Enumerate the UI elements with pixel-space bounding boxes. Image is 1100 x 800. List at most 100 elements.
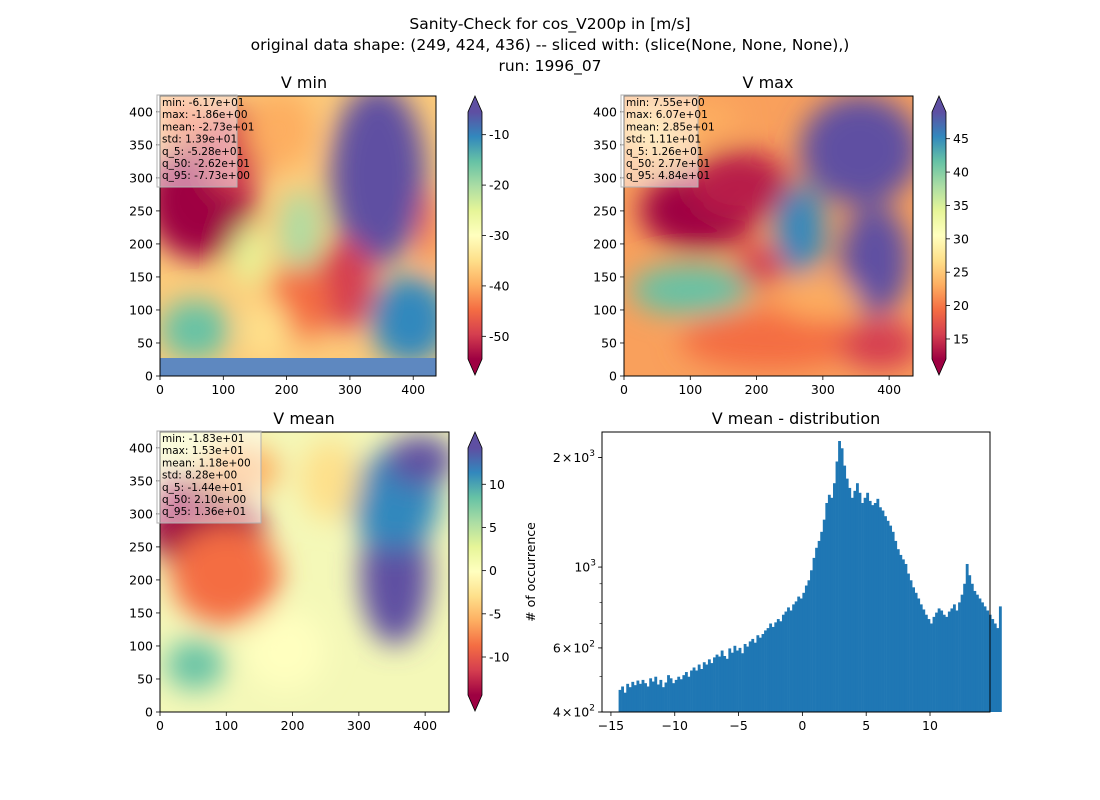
histogram-bar bbox=[981, 602, 984, 712]
histogram-bar bbox=[661, 687, 665, 712]
x-tick-label: −5 bbox=[729, 718, 747, 733]
histogram-bar bbox=[983, 606, 987, 712]
histogram-bar bbox=[863, 497, 867, 712]
y-tick-times: × bbox=[562, 705, 572, 720]
y-tick-label: 0 bbox=[145, 369, 153, 384]
histogram-bar bbox=[758, 637, 762, 712]
stat-line: min: 7.55e+00 bbox=[626, 97, 705, 109]
histogram-bar bbox=[702, 662, 706, 712]
histogram-bar bbox=[633, 685, 637, 712]
axes-frame-v-min bbox=[159, 95, 437, 377]
y-tick-label: 50 bbox=[137, 671, 153, 686]
x-tick-label: −15 bbox=[598, 718, 624, 733]
stat-line: q_50: -2.62e+01 bbox=[162, 158, 250, 170]
axes-frame-histogram bbox=[601, 431, 991, 713]
y-tick-label: 103 bbox=[574, 559, 596, 575]
histogram-bar bbox=[654, 676, 658, 712]
histogram-bar bbox=[639, 683, 642, 712]
panel-v-min: V min 0 100 200 300 400 0 50 100 150 200 bbox=[129, 73, 509, 397]
histogram-bar bbox=[672, 683, 676, 712]
histogram-bar bbox=[965, 563, 969, 712]
histogram-bar bbox=[970, 583, 974, 712]
colorbar-tick-label: 10 bbox=[489, 477, 505, 492]
colorbar-tick-label: 25 bbox=[953, 265, 969, 280]
y-tick-label: 250 bbox=[593, 203, 617, 218]
histogram-bar bbox=[937, 608, 941, 712]
colorbar-v-max: 15 20 25 30 35 40 45 bbox=[931, 95, 969, 376]
histogram-bars bbox=[618, 440, 1002, 712]
histogram-bar bbox=[907, 573, 910, 712]
x-tick-label: 200 bbox=[281, 718, 305, 733]
stat-line: max: 6.07e+01 bbox=[626, 109, 708, 121]
histogram-bar bbox=[728, 648, 732, 712]
histogram-bar bbox=[804, 585, 808, 712]
histogram-bar bbox=[822, 519, 826, 712]
histogram-bar bbox=[848, 487, 852, 712]
figure-title-line-3: run: 1996_07 bbox=[498, 57, 601, 76]
histogram-bar bbox=[896, 549, 900, 712]
y-tick-label: 4×102 bbox=[553, 704, 595, 720]
histogram-bar bbox=[738, 647, 742, 712]
histogram-bar bbox=[784, 611, 788, 712]
histogram-bar bbox=[924, 614, 928, 712]
histogram-bar bbox=[697, 664, 701, 712]
y-tick-label: 350 bbox=[129, 137, 153, 152]
y-tick-label: 400 bbox=[129, 104, 153, 119]
histogram-bar bbox=[871, 505, 875, 712]
y-tick-base: 6 bbox=[553, 640, 561, 655]
histogram-bar bbox=[835, 461, 839, 712]
histogram-bar bbox=[952, 604, 956, 712]
histogram-bar bbox=[723, 655, 727, 712]
histogram-bar bbox=[776, 619, 780, 712]
y-tick-label: 300 bbox=[129, 170, 153, 185]
stat-line: q_95: 1.36e+01 bbox=[162, 506, 246, 518]
y-tick-label: 250 bbox=[129, 203, 153, 218]
histogram-bar bbox=[894, 540, 898, 712]
histogram-bar bbox=[690, 670, 693, 712]
x-ticks-v-min: 0 100 200 300 400 bbox=[156, 376, 425, 397]
histogram-bar bbox=[710, 663, 714, 712]
histogram-bar bbox=[779, 621, 783, 712]
histogram-bar bbox=[901, 559, 905, 712]
histogram-bar bbox=[695, 670, 699, 712]
histogram-bar bbox=[718, 656, 721, 712]
stat-line: min: -1.83e+01 bbox=[162, 433, 244, 445]
histogram-bar bbox=[649, 678, 653, 712]
y-tick-label: 350 bbox=[129, 473, 153, 488]
histogram-bar bbox=[743, 643, 747, 712]
y-tick-label: 350 bbox=[593, 137, 617, 152]
stat-line: std: 1.39e+01 bbox=[162, 134, 237, 146]
histogram-bar bbox=[700, 668, 704, 712]
panel-v-max-title: V max bbox=[743, 73, 794, 92]
histogram-bar bbox=[705, 664, 709, 712]
colorbar-tick-label: 5 bbox=[489, 520, 497, 535]
x-tick-label: −10 bbox=[662, 718, 688, 733]
histogram-bar bbox=[825, 502, 829, 712]
histogram-bar bbox=[843, 465, 847, 712]
histogram-bar bbox=[963, 583, 967, 712]
histogram-bar bbox=[919, 604, 923, 712]
histogram-bar bbox=[802, 592, 806, 712]
x-tick-label: 0 bbox=[620, 382, 628, 397]
histogram-bar bbox=[817, 540, 821, 712]
y-tick-label: 50 bbox=[601, 335, 617, 350]
y-tick-label: 2×103 bbox=[553, 449, 595, 465]
x-tick-label: 300 bbox=[347, 718, 371, 733]
histogram-bar bbox=[873, 502, 877, 712]
histogram-bar bbox=[891, 531, 895, 712]
histogram-bar bbox=[947, 611, 951, 712]
x-tick-label: 400 bbox=[877, 382, 901, 397]
stat-line: mean: -2.73e+01 bbox=[162, 121, 254, 133]
histogram-bar bbox=[958, 602, 961, 712]
histogram-bar bbox=[764, 630, 767, 712]
y-tick-label: 200 bbox=[593, 236, 617, 251]
histogram-bar bbox=[667, 675, 670, 712]
histogram-bar bbox=[922, 609, 926, 712]
histogram-bar bbox=[781, 614, 785, 712]
histogram-bar bbox=[861, 502, 864, 712]
histogram-bar bbox=[932, 616, 936, 712]
histogram-bar bbox=[753, 642, 757, 712]
colorbar-tick-label: 30 bbox=[953, 231, 969, 246]
